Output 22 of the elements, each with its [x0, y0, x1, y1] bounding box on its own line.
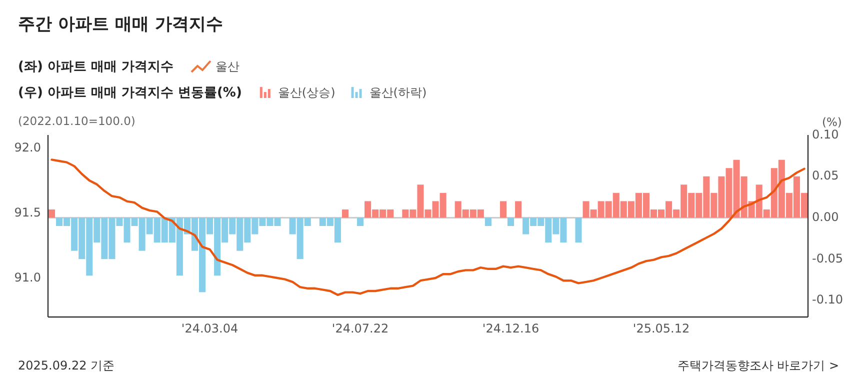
tick: 92.0	[14, 140, 41, 154]
legend-label: 울산	[215, 59, 240, 74]
tick: -0.10	[812, 292, 844, 307]
legend-title: (우) 아파트 매매 가격지수 변동률(%)	[18, 86, 242, 101]
tick: 91.5	[14, 205, 41, 220]
tick: '24.07.22	[332, 321, 389, 336]
ylabel: (2022.01.10=100.0)	[18, 114, 136, 128]
legend-label: 울산(하락)	[369, 85, 427, 100]
tick: '24.03.04	[181, 321, 238, 336]
tick: 0.00	[812, 210, 839, 224]
tick: '25.05.12	[632, 321, 690, 336]
y2label: (%)	[822, 115, 842, 130]
legend-title: (좌) 아파트 매매 가격지수	[18, 60, 174, 75]
tick: 0.10	[812, 127, 839, 142]
tick: -0.05	[812, 251, 844, 266]
tick: 0.05	[812, 168, 839, 183]
tick: 91.0	[14, 270, 41, 284]
legend-label: 울산(상승)	[278, 85, 336, 100]
title: 주간 아파트 매매 가격지수	[18, 14, 223, 35]
annotation: 주택가격동향조사 바로가기 >	[677, 358, 839, 372]
annotation: 2025.09.22 기준	[18, 358, 115, 372]
tick: '24.12.16	[482, 321, 540, 336]
